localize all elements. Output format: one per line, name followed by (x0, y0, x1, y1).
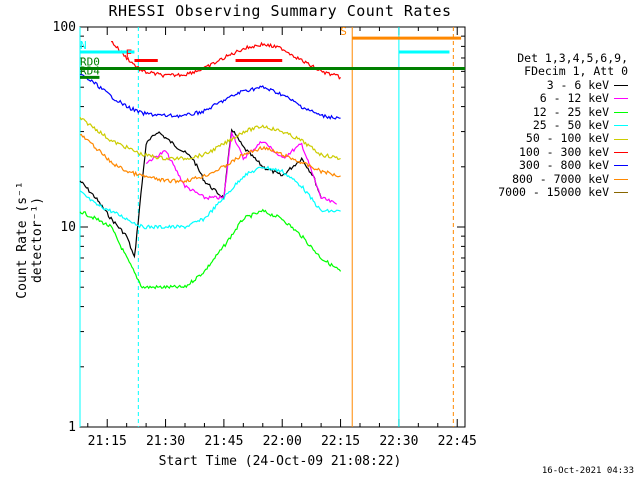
legend-swatch (614, 165, 628, 167)
x-tick-label: 22:15 (321, 434, 360, 449)
flag-label: RD0 (80, 56, 100, 69)
series-line-2 (79, 208, 342, 290)
legend-label: 300 - 800 keV (518, 158, 609, 173)
legend-entry: 3 - 6 keV (480, 77, 636, 92)
legend-swatch (614, 98, 628, 100)
legend-swatch (614, 152, 628, 154)
series-line-3 (79, 165, 341, 230)
series-line-0 (79, 128, 322, 259)
flag-label: N (80, 39, 87, 52)
series-line-1 (145, 130, 338, 205)
x-tick-label: 21:30 (146, 434, 185, 449)
legend-entry: 12 - 25 keV (480, 104, 636, 119)
flag-label: F (125, 47, 132, 60)
legend-label: 12 - 25 keV (532, 104, 609, 119)
legend-header-line-1: Det 1,3,4,5,6,9, (517, 51, 628, 65)
legend-label: 800 - 7000 keV (512, 171, 609, 186)
x-axis-label: Start Time (24-Oct-09 21:08:22) (158, 454, 402, 469)
flag-label: S (340, 25, 347, 38)
legend-swatch (614, 111, 628, 113)
legend-swatch (614, 138, 628, 140)
flag-label: RD4 (80, 64, 100, 77)
y-tick-label: 1 (68, 420, 76, 435)
legend-entry: 25 - 50 keV (480, 118, 636, 133)
legend-label: 100 - 300 keV (518, 144, 609, 159)
legend-label: 7000 - 15000 keV (498, 185, 609, 200)
legend-label: 6 - 12 keV (539, 91, 609, 106)
chart-title: RHESSI Observing Summary Count Rates (108, 2, 452, 20)
legend-header-line-2: FDecim 1, Att 0 (524, 64, 628, 79)
series-line-7 (79, 133, 341, 184)
legend-entry: 6 - 12 keV (480, 91, 636, 106)
series-line-6 (79, 73, 341, 120)
legend-entry: 50 - 100 keV (480, 132, 636, 145)
x-tick-label: 22:00 (263, 434, 302, 449)
legend: Det 1,3,4,5,6,9, FDecim 1, Att 0 3 - 6 k… (480, 51, 636, 200)
legend-swatch (614, 178, 628, 180)
series-line-4 (79, 116, 341, 161)
x-tick-label: 21:15 (88, 434, 127, 449)
y-tick-label: 10 (60, 220, 76, 235)
footer-timestamp: 16-Oct-2021 04:33 (541, 466, 634, 476)
legend-swatch (614, 125, 628, 127)
y-axis-label: Count Rate (s⁻¹ detector⁻¹) (15, 181, 45, 299)
legend-label: 50 - 100 keV (525, 131, 609, 146)
legend-swatch (614, 85, 628, 87)
legend-entry: 7000 - 15000 keV (480, 185, 636, 200)
legend-label: 25 - 50 keV (532, 118, 609, 133)
y-tick-label: 100 (53, 20, 76, 35)
legend-entry: 800 - 7000 keV (480, 171, 636, 186)
x-tick-label: 22:30 (379, 434, 418, 449)
legend-entry: 300 - 800 keV (480, 158, 636, 173)
legend-entry: 100 - 300 keV (480, 144, 636, 159)
legend-swatch (614, 192, 628, 194)
series-line-5 (111, 40, 342, 80)
x-tick-label: 22:45 (438, 434, 477, 449)
legend-label: 3 - 6 keV (546, 77, 609, 92)
x-tick-label: 21:45 (204, 434, 243, 449)
